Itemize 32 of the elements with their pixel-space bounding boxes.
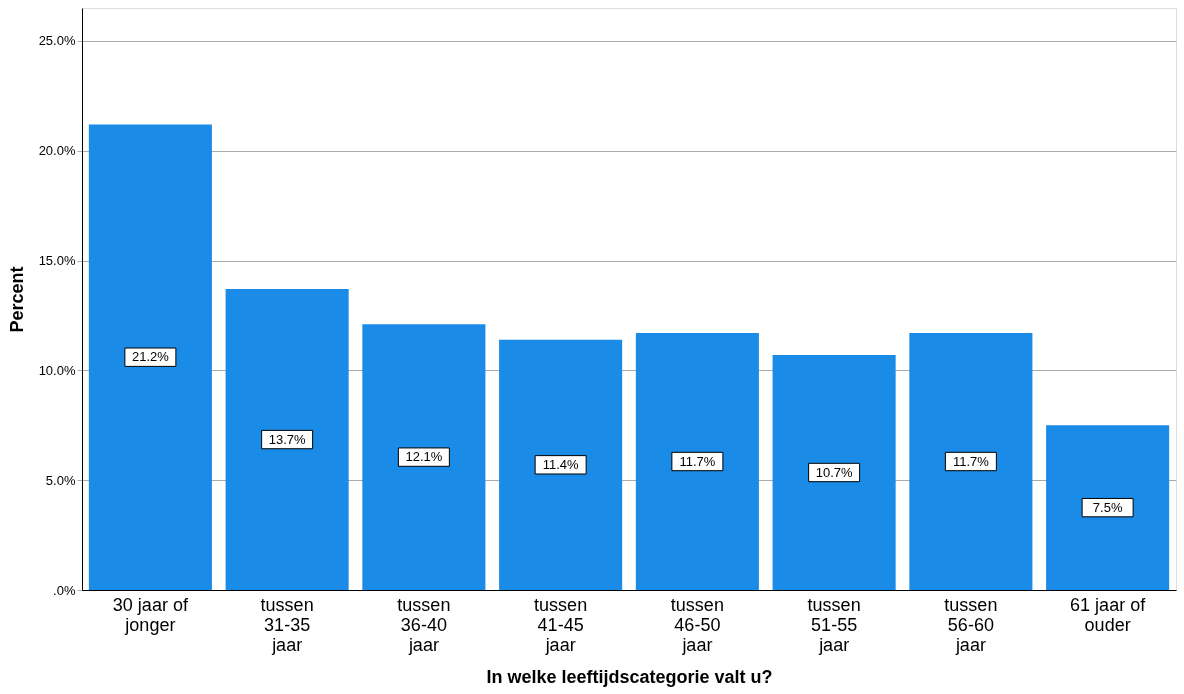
x-tick-label: tussen 46-50 jaar — [670, 594, 724, 655]
data-label: 11.4% — [542, 456, 580, 472]
data-label: 11.7% — [679, 453, 716, 469]
y-tick-label: 25.0% — [38, 33, 76, 49]
y-tick-label: .0% — [53, 582, 76, 598]
y-axis-title: Percent — [6, 266, 27, 333]
data-label: 7.5% — [1092, 499, 1123, 515]
bar — [499, 339, 623, 590]
y-tick-label: 5.0% — [45, 472, 76, 488]
bar — [225, 289, 349, 590]
x-tick-label: tussen 51-55 jaar — [807, 594, 861, 655]
bar — [909, 333, 1033, 590]
x-tick-label: 61 jaar of ouder — [1070, 594, 1147, 635]
x-axis-title: In welke leeftijdscategorie valt u? — [486, 666, 773, 687]
x-tick-label: tussen 31-35 jaar — [260, 594, 314, 655]
data-label: 12.1% — [405, 449, 443, 465]
y-tick-label: 15.0% — [38, 253, 76, 269]
bar — [88, 124, 212, 590]
bar — [362, 324, 486, 590]
y-tick-label: 10.0% — [38, 362, 76, 378]
data-label: 13.7% — [268, 431, 306, 447]
x-tick-label: tussen 36-40 jaar — [397, 594, 451, 655]
data-label: 10.7% — [815, 464, 853, 480]
data-label: 21.2% — [131, 349, 170, 365]
x-tick-label: tussen 41-45 jaar — [534, 594, 588, 655]
x-tick-label: 30 jaar of jonger — [112, 594, 189, 635]
bar — [635, 333, 759, 590]
data-label: 11.7% — [952, 453, 990, 469]
y-tick-label: 20.0% — [38, 143, 76, 159]
bar — [1046, 425, 1170, 590]
bar — [772, 355, 896, 590]
x-tick-label: tussen 56-60 jaar — [944, 594, 998, 655]
